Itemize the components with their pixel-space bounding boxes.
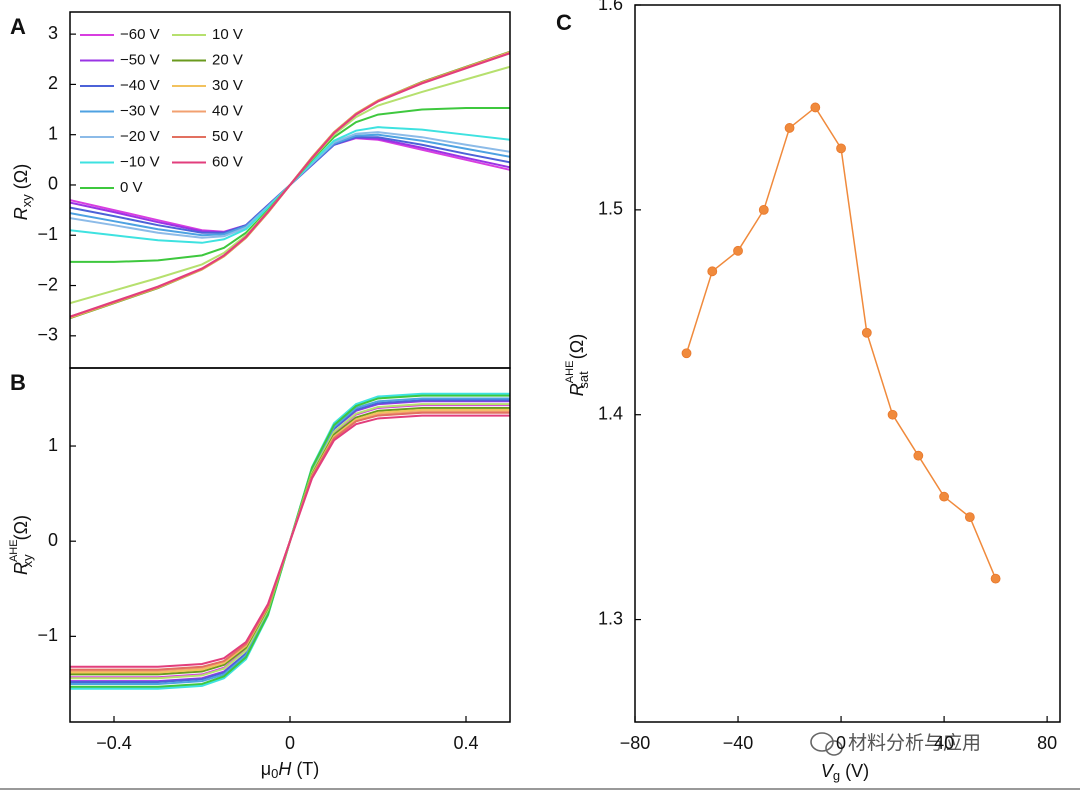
- label-part: xy: [19, 194, 34, 208]
- data-point: [784, 123, 795, 133]
- y-tick-label: 1: [48, 123, 58, 143]
- label-part: sat: [576, 371, 591, 389]
- y-tick-label: 1: [48, 435, 58, 455]
- x-tick-label: −40: [723, 733, 754, 753]
- data-point: [939, 491, 949, 502]
- legend-label: −50 V: [120, 51, 160, 68]
- y-tick-label: −2: [37, 274, 58, 294]
- y-tick-label: −1: [37, 224, 58, 244]
- x-tick-label: −0.4: [96, 733, 132, 753]
- y-tick-label: 0: [48, 530, 58, 550]
- x-tick-label: 0: [836, 733, 846, 753]
- y-tick-label: 1.5: [598, 199, 623, 219]
- label-part: R: [11, 562, 31, 575]
- data-point: [913, 450, 924, 461]
- x-axis-label: Vg (V): [821, 761, 869, 784]
- x-tick-label: 0.4: [453, 733, 478, 753]
- panel-letter: C: [556, 10, 572, 35]
- legend-label: 20 V: [212, 51, 243, 68]
- plot-frame: [634, 4, 1061, 723]
- y-tick-label: 0: [48, 174, 58, 194]
- y-tick-label: 3: [48, 23, 58, 43]
- data-point: [758, 204, 769, 215]
- y-axis-label: RAHEsat (Ω): [564, 334, 592, 396]
- label-part: (Ω): [11, 515, 31, 540]
- x-axis-label: μ0H (T): [261, 759, 320, 782]
- plot-area: [70, 50, 510, 320]
- label-part: V: [821, 761, 835, 781]
- legend-label: −20 V: [120, 128, 160, 145]
- plot-area: [681, 102, 1001, 584]
- y-tick-label: −3: [37, 325, 58, 345]
- x-tick-label: 80: [1037, 733, 1057, 753]
- data-point: [861, 327, 872, 338]
- watermark-icon: [810, 732, 843, 756]
- label-part: μ: [261, 759, 271, 779]
- y-tick-label: 2: [48, 73, 58, 93]
- label-part: (T): [296, 759, 319, 779]
- y-tick-label: 1.6: [598, 0, 623, 14]
- data-point: [707, 266, 718, 277]
- data-point: [733, 245, 743, 256]
- legend-label: −30 V: [120, 102, 160, 119]
- label-part: (V): [845, 761, 869, 781]
- panel-letter: A: [10, 14, 26, 39]
- y-tick-label: −1: [37, 625, 58, 645]
- label-part: xy: [20, 554, 35, 568]
- legend-label: 30 V: [212, 77, 243, 94]
- data-point: [810, 102, 821, 113]
- series-line: [685, 106, 997, 579]
- plot-area: [70, 392, 510, 690]
- label-part: (Ω): [11, 164, 31, 189]
- label-part: R: [11, 207, 31, 220]
- label-part: 0: [271, 766, 278, 781]
- panel-letter: B: [10, 370, 26, 395]
- watermark: 材料分析与应用: [848, 732, 981, 754]
- x-tick-label: 0: [285, 733, 295, 753]
- label-part: AHE: [564, 361, 576, 384]
- x-tick-label: −80: [620, 733, 651, 753]
- data-point: [836, 143, 846, 154]
- y-axis-label: RAHExy (Ω): [8, 515, 36, 575]
- y-tick-label: 1.3: [598, 608, 623, 628]
- label-part: H: [278, 759, 292, 779]
- data-point: [887, 409, 898, 420]
- data-point: [990, 573, 1001, 584]
- series-line: [70, 414, 510, 668]
- legend-label: 50 V: [212, 128, 243, 145]
- label-part: R: [567, 383, 587, 396]
- legend-label: 0 V: [120, 179, 143, 196]
- y-axis-label: Rxy (Ω): [11, 164, 35, 220]
- legend-label: −60 V: [120, 26, 160, 43]
- y-tick-label: 1.4: [598, 403, 623, 423]
- x-tick-label: 40: [934, 733, 954, 753]
- label-part: (Ω): [567, 334, 587, 359]
- legend-label: −10 V: [120, 153, 160, 170]
- label-part: g: [833, 768, 840, 783]
- data-point: [681, 348, 692, 359]
- legend-label: −40 V: [120, 77, 160, 94]
- legend-label: 60 V: [212, 153, 243, 170]
- label-part: AHE: [8, 539, 20, 562]
- legend-label: 10 V: [212, 26, 243, 43]
- series-line: [70, 52, 510, 318]
- data-point: [964, 512, 975, 523]
- legend-label: 40 V: [212, 102, 243, 119]
